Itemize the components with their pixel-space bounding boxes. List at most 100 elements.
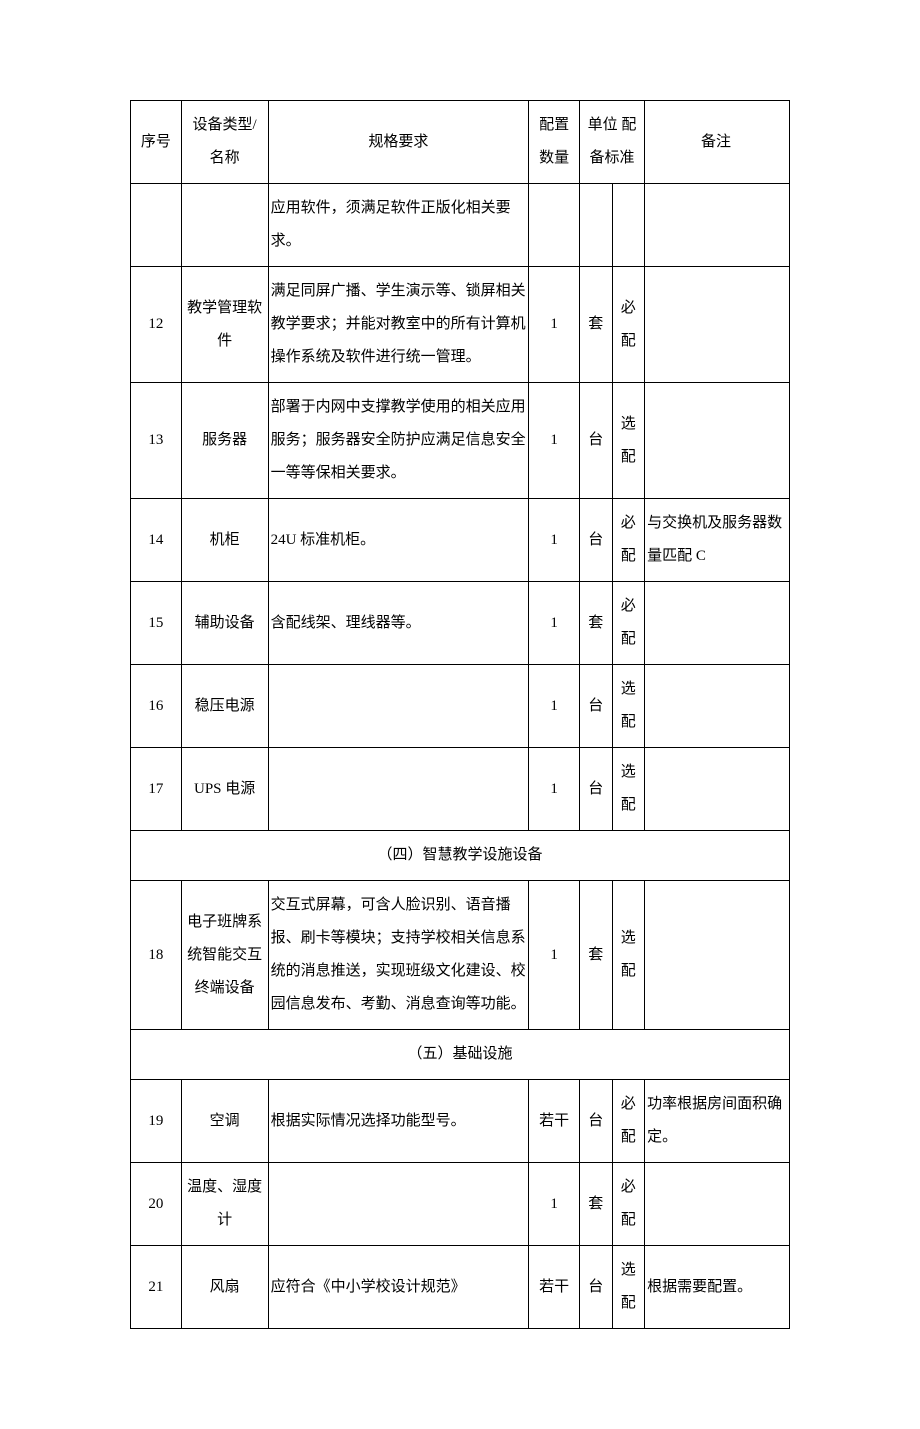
cell-qty: 若干 bbox=[529, 1080, 580, 1163]
cell-unit bbox=[579, 184, 612, 267]
table-row: 19 空调 根据实际情况选择功能型号。 若干 台 必配 功率根据房间面积确定。 bbox=[131, 1080, 790, 1163]
cell-qty: 1 bbox=[529, 665, 580, 748]
table-row: 13 服务器 部署于内网中支撑教学使用的相关应用服务；服务器安全防护应满足信息安… bbox=[131, 383, 790, 499]
cell-note: 根据需要配置。 bbox=[645, 1246, 790, 1329]
cell-seq: 16 bbox=[131, 665, 182, 748]
table-row: 20 温度、湿度计 1 套 必配 bbox=[131, 1163, 790, 1246]
cell-note bbox=[645, 383, 790, 499]
cell-name: 稳压电源 bbox=[181, 665, 268, 748]
cell-qty: 1 bbox=[529, 383, 580, 499]
cell-spec bbox=[268, 1163, 529, 1246]
table-row: 14 机柜 24U 标准机柜。 1 台 必配 与交换机及服务器数量匹配 C bbox=[131, 499, 790, 582]
cell-unit: 套 bbox=[579, 1163, 612, 1246]
cell-unit: 套 bbox=[579, 881, 612, 1030]
cell-unit: 台 bbox=[579, 665, 612, 748]
cell-qty bbox=[529, 184, 580, 267]
table-row: 12 教学管理软件 满足同屏广播、学生演示等、锁屏相关教学要求；并能对教室中的所… bbox=[131, 267, 790, 383]
table-row: 18 电子班牌系统智能交互终端设备 交互式屏幕，可含人脸识别、语音播报、刷卡等模… bbox=[131, 881, 790, 1030]
cell-std: 必配 bbox=[612, 499, 645, 582]
cell-qty: 1 bbox=[529, 582, 580, 665]
cell-qty: 若干 bbox=[529, 1246, 580, 1329]
cell-seq: 15 bbox=[131, 582, 182, 665]
cell-spec: 根据实际情况选择功能型号。 bbox=[268, 1080, 529, 1163]
section-row: （五）基础设施 bbox=[131, 1030, 790, 1080]
cell-unit: 套 bbox=[579, 267, 612, 383]
cell-seq: 18 bbox=[131, 881, 182, 1030]
cell-qty: 1 bbox=[529, 1163, 580, 1246]
cell-note bbox=[645, 1163, 790, 1246]
cell-spec: 应符合《中小学校设计规范》 bbox=[268, 1246, 529, 1329]
header-spec: 规格要求 bbox=[268, 101, 529, 184]
cell-name bbox=[181, 184, 268, 267]
cell-std: 必配 bbox=[612, 267, 645, 383]
cell-spec: 24U 标准机柜。 bbox=[268, 499, 529, 582]
cell-unit: 台 bbox=[579, 1080, 612, 1163]
cell-seq: 12 bbox=[131, 267, 182, 383]
cell-note bbox=[645, 748, 790, 831]
cell-spec: 满足同屏广播、学生演示等、锁屏相关教学要求；并能对教室中的所有计算机操作系统及软… bbox=[268, 267, 529, 383]
cell-note bbox=[645, 184, 790, 267]
cell-spec: 含配线架、理线器等。 bbox=[268, 582, 529, 665]
cell-name: 辅助设备 bbox=[181, 582, 268, 665]
section-row: （四）智慧教学设施设备 bbox=[131, 831, 790, 881]
cell-unit: 台 bbox=[579, 748, 612, 831]
header-qty: 配置数量 bbox=[529, 101, 580, 184]
cell-note: 与交换机及服务器数量匹配 C bbox=[645, 499, 790, 582]
cell-name: 机柜 bbox=[181, 499, 268, 582]
header-unit-std: 单位 配备标准 bbox=[579, 101, 644, 184]
cell-spec bbox=[268, 665, 529, 748]
cell-unit: 台 bbox=[579, 1246, 612, 1329]
cell-unit: 台 bbox=[579, 499, 612, 582]
cell-seq: 19 bbox=[131, 1080, 182, 1163]
cell-name: UPS 电源 bbox=[181, 748, 268, 831]
table-row: 21 风扇 应符合《中小学校设计规范》 若干 台 选配 根据需要配置。 bbox=[131, 1246, 790, 1329]
cell-std bbox=[612, 184, 645, 267]
header-note: 备注 bbox=[645, 101, 790, 184]
header-unit: 单位 bbox=[588, 117, 618, 133]
cell-std: 选配 bbox=[612, 383, 645, 499]
table-row: 16 稳压电源 1 台 选配 bbox=[131, 665, 790, 748]
section-header: （四）智慧教学设施设备 bbox=[131, 831, 790, 881]
cell-std: 选配 bbox=[612, 1246, 645, 1329]
cell-std: 选配 bbox=[612, 665, 645, 748]
cell-note bbox=[645, 267, 790, 383]
cell-spec: 交互式屏幕，可含人脸识别、语音播报、刷卡等模块；支持学校相关信息系统的消息推送，… bbox=[268, 881, 529, 1030]
cell-seq: 20 bbox=[131, 1163, 182, 1246]
header-name: 设备类型/名称 bbox=[181, 101, 268, 184]
table-row: 17 UPS 电源 1 台 选配 bbox=[131, 748, 790, 831]
section-header: （五）基础设施 bbox=[131, 1030, 790, 1080]
cell-name: 风扇 bbox=[181, 1246, 268, 1329]
cell-spec bbox=[268, 748, 529, 831]
header-seq: 序号 bbox=[131, 101, 182, 184]
cell-name: 教学管理软件 bbox=[181, 267, 268, 383]
cell-std: 选配 bbox=[612, 748, 645, 831]
table-row: 15 辅助设备 含配线架、理线器等。 1 套 必配 bbox=[131, 582, 790, 665]
cell-seq: 21 bbox=[131, 1246, 182, 1329]
cell-name: 服务器 bbox=[181, 383, 268, 499]
cell-seq: 17 bbox=[131, 748, 182, 831]
cell-std: 必配 bbox=[612, 582, 645, 665]
cell-qty: 1 bbox=[529, 881, 580, 1030]
cell-note bbox=[645, 665, 790, 748]
cell-qty: 1 bbox=[529, 499, 580, 582]
cell-std: 必配 bbox=[612, 1163, 645, 1246]
cell-name: 空调 bbox=[181, 1080, 268, 1163]
cell-unit: 套 bbox=[579, 582, 612, 665]
header-row: 序号 设备类型/名称 规格要求 配置数量 单位 配备标准 备注 bbox=[131, 101, 790, 184]
cell-name: 电子班牌系统智能交互终端设备 bbox=[181, 881, 268, 1030]
equipment-table: 序号 设备类型/名称 规格要求 配置数量 单位 配备标准 备注 应用软件，须满足… bbox=[130, 100, 790, 1329]
cell-seq: 13 bbox=[131, 383, 182, 499]
cell-note bbox=[645, 582, 790, 665]
cell-qty: 1 bbox=[529, 748, 580, 831]
cell-std: 选配 bbox=[612, 881, 645, 1030]
cell-unit: 台 bbox=[579, 383, 612, 499]
cell-spec: 部署于内网中支撑教学使用的相关应用服务；服务器安全防护应满足信息安全一等等保相关… bbox=[268, 383, 529, 499]
cell-spec: 应用软件，须满足软件正版化相关要求。 bbox=[268, 184, 529, 267]
cell-note: 功率根据房间面积确定。 bbox=[645, 1080, 790, 1163]
table-row-continuation: 应用软件，须满足软件正版化相关要求。 bbox=[131, 184, 790, 267]
cell-note bbox=[645, 881, 790, 1030]
cell-qty: 1 bbox=[529, 267, 580, 383]
cell-seq bbox=[131, 184, 182, 267]
cell-std: 必配 bbox=[612, 1080, 645, 1163]
cell-seq: 14 bbox=[131, 499, 182, 582]
